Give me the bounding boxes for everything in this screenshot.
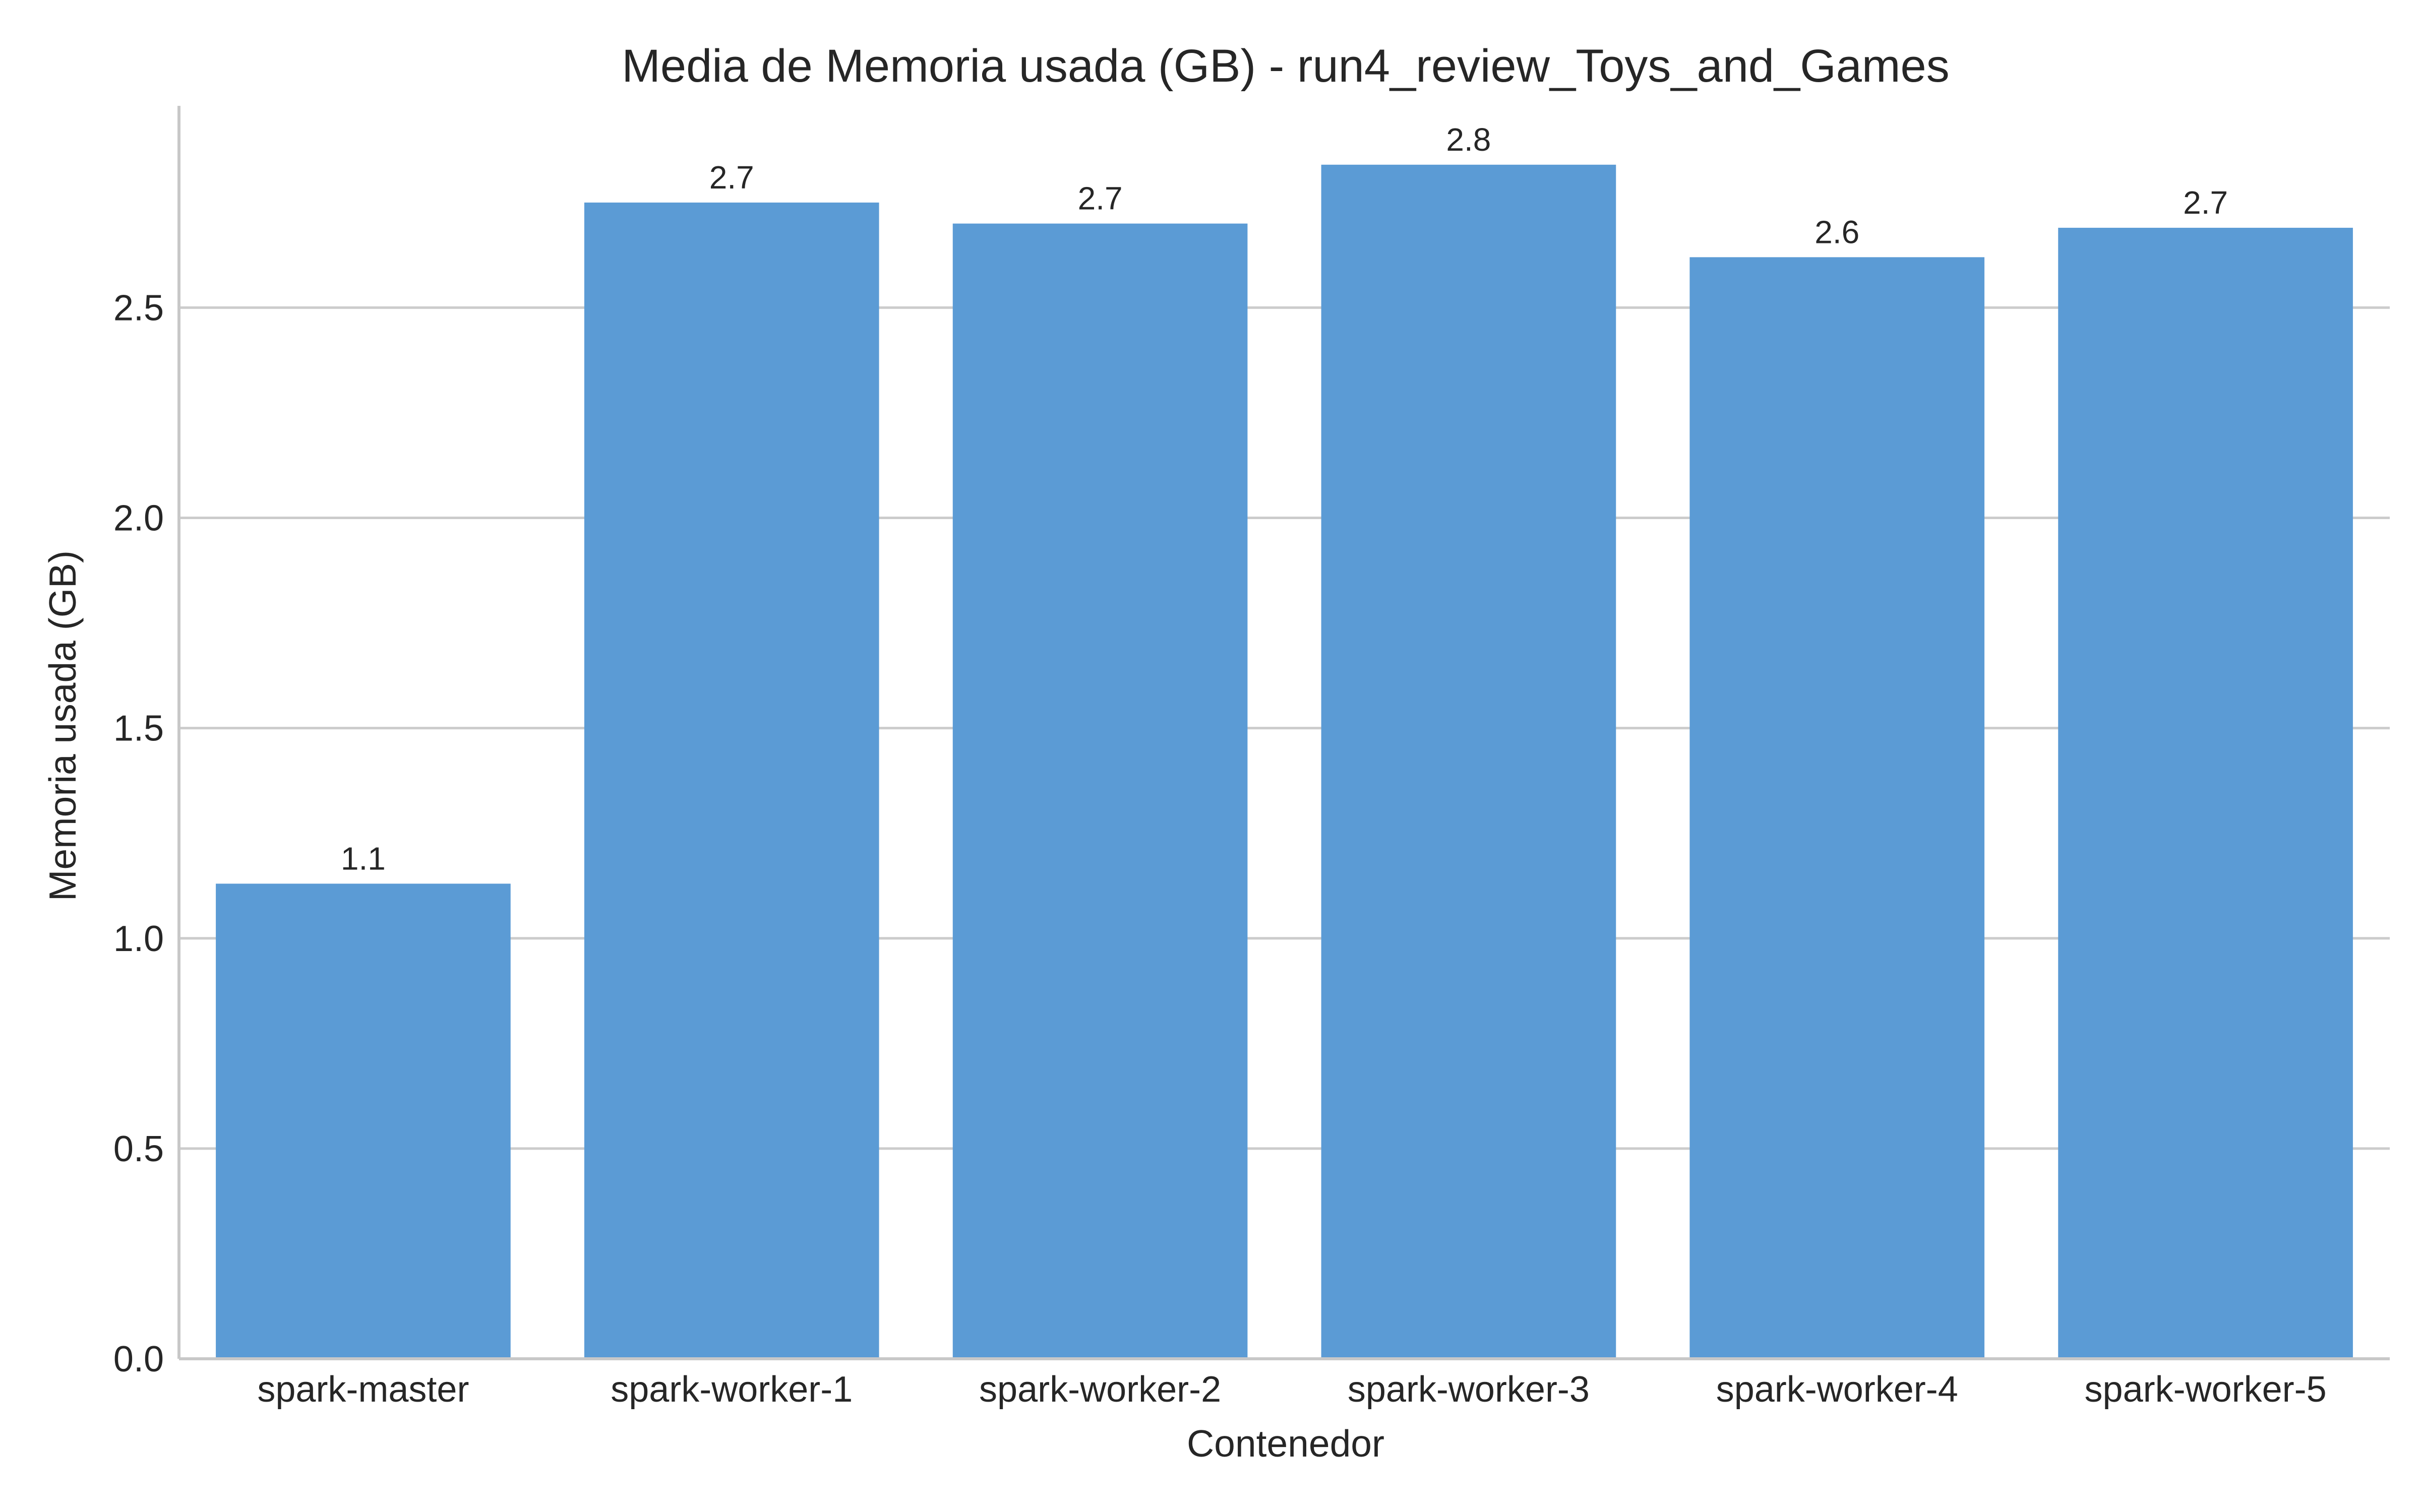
bar-spark-worker-2 bbox=[952, 223, 1248, 1359]
bar-spark-worker-3 bbox=[1321, 164, 1616, 1359]
data-label: 2.8 bbox=[1446, 121, 1491, 158]
bar-spark-worker-5 bbox=[2058, 227, 2353, 1359]
y-tick-label: 0.0 bbox=[113, 1339, 164, 1379]
y-tick-label: 1.5 bbox=[113, 709, 164, 749]
data-label: 2.7 bbox=[1078, 180, 1123, 217]
y-tick-label: 0.5 bbox=[113, 1129, 164, 1169]
y-tick-label: 1.0 bbox=[113, 919, 164, 959]
x-tick-label: spark-worker-5 bbox=[2085, 1369, 2327, 1410]
data-label: 1.1 bbox=[341, 840, 386, 876]
x-tick-label: spark-worker-2 bbox=[979, 1369, 1221, 1410]
grid-lines bbox=[179, 306, 2390, 1150]
data-labels: 1.1 2.7 2.7 2.8 2.6 2.7 bbox=[341, 121, 2228, 877]
x-tick-labels: spark-master spark-worker-1 spark-worker-2… bbox=[257, 1369, 2326, 1410]
y-tick-label: 2.5 bbox=[113, 288, 164, 328]
bars bbox=[216, 164, 2353, 1359]
bar-spark-master bbox=[216, 884, 511, 1359]
x-tick-label: spark-worker-3 bbox=[1348, 1369, 1590, 1410]
y-tick-labels: 0.0 0.5 1.0 1.5 2.0 2.5 bbox=[113, 288, 164, 1379]
data-label: 2.7 bbox=[709, 159, 754, 196]
axes bbox=[177, 106, 2390, 1360]
x-tick-label: spark-master bbox=[257, 1369, 469, 1410]
x-axis-label: Contenedor bbox=[1187, 1422, 1384, 1465]
x-tick-label: spark-worker-4 bbox=[1716, 1369, 1958, 1410]
chart-title: Media de Memoria usada (GB) - run4_revie… bbox=[622, 40, 1949, 92]
data-label: 2.6 bbox=[1814, 214, 1859, 250]
y-tick-label: 2.0 bbox=[113, 498, 164, 539]
data-label: 2.7 bbox=[2183, 184, 2228, 221]
y-axis-label: Memoria usada (GB) bbox=[41, 550, 84, 901]
x-tick-label: spark-worker-1 bbox=[611, 1369, 853, 1410]
bar-spark-worker-4 bbox=[1689, 257, 1985, 1359]
bar-spark-worker-1 bbox=[584, 202, 879, 1359]
